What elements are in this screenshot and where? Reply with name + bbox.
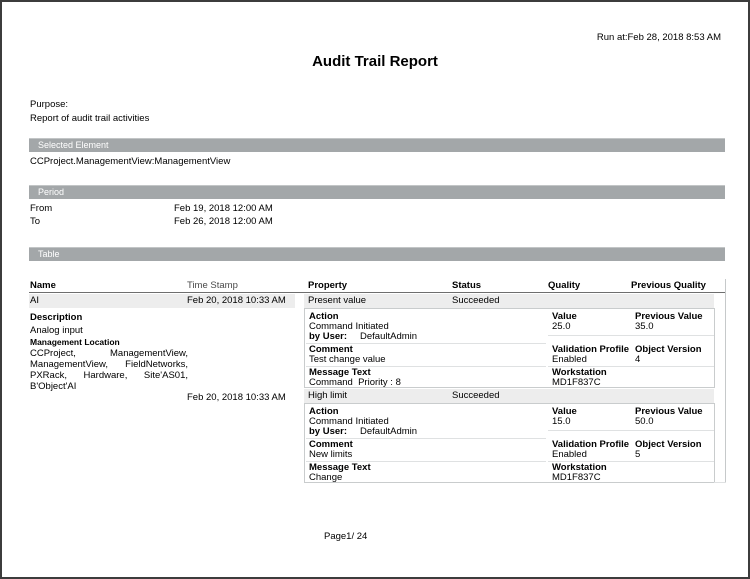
- purpose-label: Purpose:: [30, 99, 69, 110]
- detail-separator: [548, 366, 714, 367]
- comment-value: New limits: [309, 449, 353, 460]
- col-header-quality: Quality: [548, 280, 581, 291]
- value-value: 25.0: [552, 321, 571, 332]
- status-cell: Succeeded: [452, 390, 500, 401]
- section-bar-period: Period: [29, 185, 725, 199]
- by-user-value: DefaultAdmin: [360, 331, 418, 342]
- property-cell: High limit: [308, 390, 348, 401]
- detail-separator: [306, 366, 546, 367]
- col-header-status: Status: [452, 280, 482, 291]
- description-label: Description: [30, 312, 83, 323]
- purpose-text: Report of audit trail activities: [30, 113, 150, 124]
- object-version-label: Object Version: [635, 439, 702, 450]
- section-title-table: Table: [38, 249, 60, 259]
- run-at-timestamp: Run at:Feb 28, 2018 8:53 AM: [596, 32, 721, 43]
- validation-profile-label: Validation Profile: [552, 439, 630, 450]
- workstation-label: Workstation: [552, 367, 607, 378]
- table-right-border: [725, 279, 726, 483]
- section-title-period: Period: [38, 187, 65, 197]
- message-text-value: Command Priority : 8: [309, 377, 401, 388]
- detail-quality-column: Value 25.0 Validation Profile Enabled Wo…: [552, 312, 634, 388]
- period-to-label: To: [30, 216, 41, 227]
- validation-profile-value: Enabled: [552, 449, 587, 460]
- time-stamp-cell: Feb 20, 2018 10:33 AM: [187, 295, 286, 306]
- value-value: 15.0: [552, 416, 571, 427]
- property-cell: Present value: [308, 295, 367, 306]
- by-user-label: by User:: [309, 426, 348, 437]
- action-label: Action: [309, 406, 339, 417]
- comment-label: Comment: [309, 344, 353, 355]
- action-label: Action: [309, 311, 339, 322]
- table-row-name-strip: AI Feb 20, 2018 10:33 AM: [29, 294, 295, 308]
- detail-previous-quality-column: Previous Value 35.0 Object Version 4: [635, 312, 715, 365]
- comment-label: Comment: [309, 439, 353, 450]
- workstation-label: Workstation: [552, 462, 607, 473]
- workstation-value: MD1F837C: [552, 377, 601, 388]
- name-cell: AI: [30, 295, 39, 306]
- status-cell: Succeeded: [452, 295, 500, 306]
- detail-separator: [306, 343, 546, 344]
- previous-value-value: 35.0: [635, 321, 654, 332]
- section-bar-selected-element: Selected Element: [29, 138, 725, 152]
- period-to-value: Feb 26, 2018 12:00 AM: [174, 216, 273, 227]
- workstation-value: MD1F837C: [552, 472, 601, 483]
- management-location-label: Management Location: [30, 337, 120, 347]
- value-label: Value: [552, 406, 577, 417]
- previous-value-value: 50.0: [635, 416, 654, 427]
- detail-block-row-2: Action Command Initiated by User: Default…: [304, 403, 715, 483]
- previous-value-label: Previous Value: [635, 406, 703, 417]
- object-version-value: 5: [635, 449, 641, 460]
- detail-previous-quality-column: Previous Value 50.0 Object Version 5: [635, 407, 715, 460]
- detail-quality-column: Value 15.0 Validation Profile Enabled Wo…: [552, 407, 634, 483]
- col-header-property: Property: [308, 280, 348, 291]
- detail-block-row-1: Action Command Initiated by User: Default…: [304, 308, 715, 388]
- message-text-value: Change: [309, 472, 343, 483]
- section-bar-table: Table: [29, 247, 725, 261]
- action-value: Command Initiated: [309, 416, 389, 427]
- col-header-time-stamp: Time Stamp: [187, 280, 238, 291]
- col-header-name: Name: [30, 280, 56, 291]
- message-text-label: Message Text: [309, 367, 371, 378]
- detail-separator: [306, 438, 546, 439]
- property-row-2: High limit Succeeded: [304, 389, 714, 403]
- selected-element-value: CCProject.ManagementView:ManagementView: [30, 156, 231, 167]
- message-text-label: Message Text: [309, 462, 371, 473]
- by-user-value: DefaultAdmin: [360, 426, 418, 437]
- previous-value-label: Previous Value: [635, 311, 703, 322]
- time-stamp-cell: Feb 20, 2018 10:33 AM: [187, 392, 286, 403]
- detail-separator: [306, 461, 546, 462]
- description-value: Analog input: [30, 325, 83, 336]
- property-row-1: Present value Succeeded: [304, 294, 714, 308]
- col-header-previous-quality: Previous Quality: [631, 280, 706, 291]
- name-details: Description Analog input Management Loca…: [30, 312, 190, 392]
- table-header-row: Name Time Stamp Property Status Quality …: [29, 279, 725, 293]
- section-title-selected-element: Selected Element: [38, 140, 109, 150]
- period-from-label: From: [30, 203, 53, 214]
- period-from-value: Feb 19, 2018 12:00 AM: [174, 203, 273, 214]
- management-location-value: CCProject, ManagementView, ManagementVie…: [30, 348, 188, 392]
- by-user-label: by User:: [309, 331, 348, 342]
- action-value: Command Initiated: [309, 321, 389, 332]
- comment-value: Test change value: [309, 354, 386, 365]
- detail-separator: [548, 335, 714, 336]
- value-label: Value: [552, 311, 577, 322]
- validation-profile-label: Validation Profile: [552, 344, 630, 355]
- page-number: Page1/ 24: [324, 531, 368, 542]
- table-bottom-border: [714, 482, 726, 483]
- page-title: Audit Trail Report: [312, 53, 438, 70]
- object-version-value: 4: [635, 354, 641, 365]
- detail-left-column: Action Command Initiated by User: Default…: [309, 407, 545, 483]
- detail-left-column: Action Command Initiated by User: Default…: [309, 312, 545, 388]
- validation-profile-value: Enabled: [552, 354, 587, 365]
- detail-separator: [548, 430, 714, 431]
- object-version-label: Object Version: [635, 344, 702, 355]
- detail-separator: [548, 461, 714, 462]
